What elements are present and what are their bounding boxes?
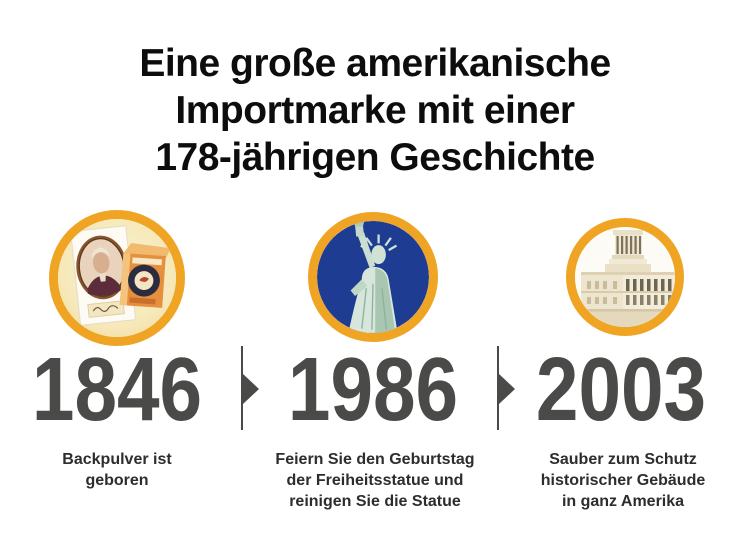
caption-line: in ganz Amerika [561,493,685,510]
timeline-caption-1986: Feiern Sie den Geburtstag der Freiheitss… [250,449,500,512]
caption-line: Backpulver ist [62,451,172,468]
caption-line: geboren [85,472,149,489]
statue-of-liberty-illustration [317,221,429,333]
capitol-building-illustration [575,227,675,327]
caption-line: reinigen Sie die Statue [289,493,461,510]
page-title: Eine große amerikanische Importmarke mit… [0,40,750,181]
timeline-divider-line-1 [241,346,243,430]
title-line-3: 178-jährigen Geschichte [155,136,595,179]
timeline-divider-line-2 [497,346,499,430]
title-line-1: Eine große amerikanische [139,42,611,85]
timeline-photo-1986 [308,212,438,342]
timeline-caption-1846: Backpulver ist geboren [0,449,242,491]
caption-line: Sauber zum Schutz [549,451,697,468]
caption-line: historischer Gebäude [540,472,706,489]
title-line-2: Importmarke mit einer [175,89,575,132]
caption-line: der Freiheitsstatue und [286,472,464,489]
timeline-year-1846: 1846 [31,340,203,440]
timeline-photo-2003 [566,218,684,336]
arrow-right-icon [243,374,259,404]
timeline-year-1986: 1986 [287,340,459,440]
timeline-year-2003: 2003 [535,340,707,440]
timeline-photo-1846 [49,210,185,346]
arrow-right-icon [499,374,515,404]
caption-line: Feiern Sie den Geburtstag [275,451,475,468]
vintage-portrait-soda-box-illustration [58,219,176,337]
timeline-caption-2003: Sauber zum Schutz historischer Gebäude i… [498,449,748,512]
